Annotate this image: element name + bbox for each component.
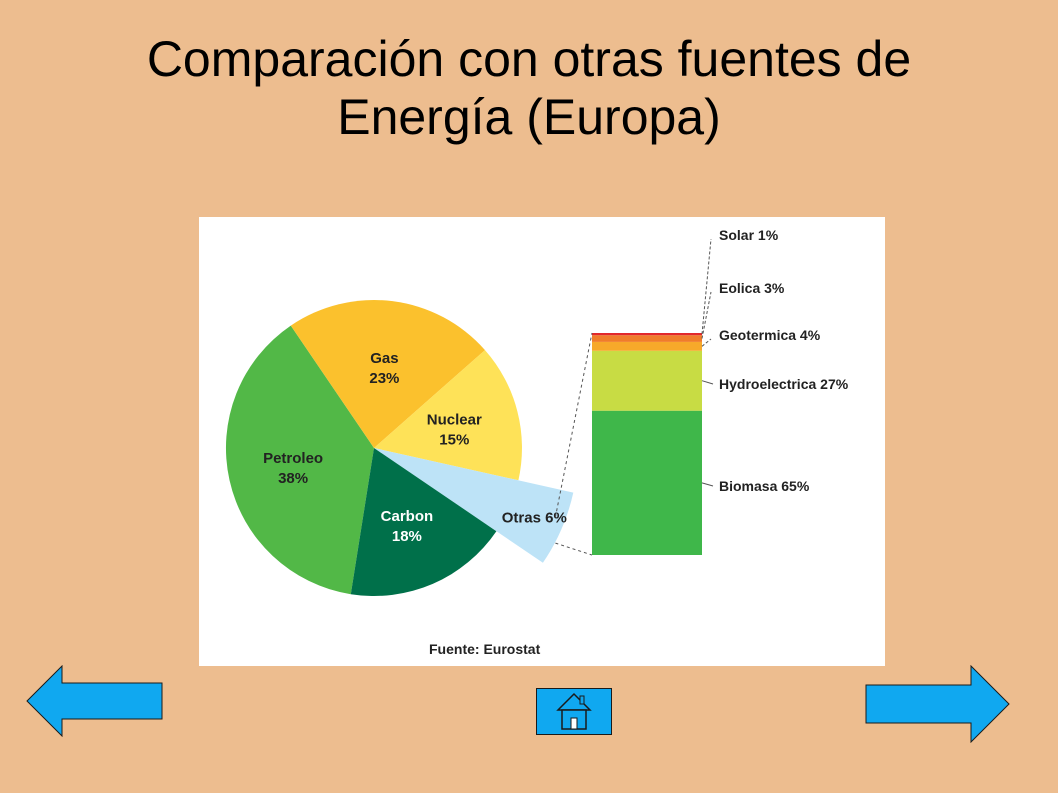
pie-label-nuclear: Nuclear (427, 411, 482, 428)
bar-label-biomasa: Biomasa 65% (719, 478, 810, 494)
house-icon (536, 688, 612, 735)
bar-segment-eolica (592, 335, 702, 342)
chart-panel: Petroleo 38% Gas 23% Nuclear 15% Otras 6% Carbo… (199, 217, 885, 666)
bar-segment-biomasa (592, 410, 702, 555)
energy-pie-chart: Petroleo 38% Gas 23% Nuclear 15% Otras 6% Carbo… (225, 227, 849, 657)
leader-biomasa (701, 482, 714, 487)
bar-label-solar: Solar 1% (719, 227, 779, 243)
next-button[interactable] (865, 665, 1011, 743)
pie-label-gas: Gas (370, 350, 398, 367)
pie-slice-petroleo (225, 325, 374, 595)
pie-label-carbon: Carbon (381, 508, 434, 525)
slide-title-line-2: Energía (Europa) (337, 89, 721, 145)
bar-label-geotermica: Geotermica 4% (719, 327, 821, 343)
connector-top (554, 332, 593, 518)
pie-value-gas: 23% (369, 370, 399, 387)
pie-slice-carbon (350, 448, 497, 597)
pie-slice-otras (374, 448, 574, 563)
leader-geotermica (701, 338, 712, 347)
bar-segment-geotermica (592, 341, 702, 351)
pie-slice-nuclear (374, 350, 522, 481)
leader-solar (701, 238, 712, 335)
pie-value-carbon: 18% (392, 528, 422, 545)
slide-title-line-1: Comparación con otras fuentes de (146, 31, 912, 87)
pie-label-petroleo: Petroleo (263, 450, 323, 467)
left-arrow-icon (26, 665, 163, 737)
bar-label-hydroelectrica: Hydroelectrica 27% (719, 376, 849, 392)
right-arrow-icon (865, 665, 1010, 743)
pie-value-petroleo: 38% (278, 470, 308, 487)
leader-eolica (701, 291, 712, 339)
bar-segment-solar (592, 333, 702, 336)
back-button[interactable] (26, 665, 164, 737)
pie-slice-gas (290, 299, 485, 448)
home-button[interactable] (536, 688, 612, 736)
slide-title: Comparación con otras fuentes de Energía… (0, 30, 1058, 146)
bar-label-eolica: Eolica 3% (719, 280, 785, 296)
pie-value-nuclear: 15% (439, 431, 469, 448)
leader-hydroelectrica (701, 380, 714, 385)
bar-segment-hydroelectrica (592, 350, 702, 411)
chart-source: Fuente: Eurostat (429, 641, 541, 657)
connector-bottom (555, 542, 593, 556)
pie-label-otras: Otras 6% (502, 509, 567, 526)
